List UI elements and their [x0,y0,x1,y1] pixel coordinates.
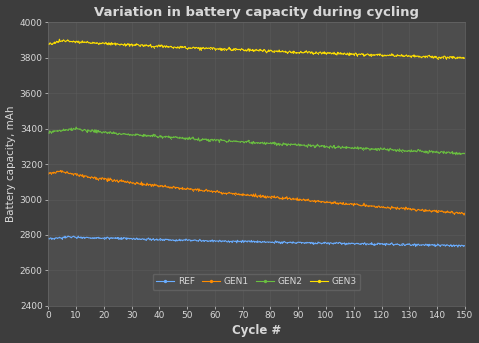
REF [153,238,159,242]
REF [46,236,51,240]
REF [324,241,330,246]
REF [292,241,297,245]
Y-axis label: Battery capacity, mAh: Battery capacity, mAh [6,106,15,222]
GEN1 [324,200,330,204]
GEN1 [120,179,125,184]
GEN3 [435,57,441,61]
GEN1 [58,168,64,173]
GEN3 [324,51,330,56]
GEN2 [292,143,297,147]
GEN1 [360,203,365,208]
REF [75,234,81,238]
REF [120,237,125,241]
Line: GEN1: GEN1 [48,170,465,215]
GEN1 [153,183,159,187]
REF [455,245,461,249]
GEN2 [153,134,159,139]
REF [235,238,240,243]
GEN1 [461,213,467,217]
GEN2 [46,131,51,135]
GEN3 [292,50,297,54]
GEN2 [453,153,459,157]
X-axis label: Cycle #: Cycle # [232,324,281,338]
GEN3 [360,52,365,57]
GEN3 [57,37,62,41]
GEN1 [292,197,297,201]
GEN2 [120,132,125,136]
GEN2 [73,125,79,129]
GEN1 [462,211,468,215]
Legend: REF, GEN1, GEN2, GEN3: REF, GEN1, GEN2, GEN3 [153,274,361,290]
Line: REF: REF [48,236,465,247]
GEN3 [153,44,159,48]
GEN3 [46,42,51,46]
GEN2 [235,139,240,143]
GEN3 [120,43,125,47]
Line: GEN2: GEN2 [48,127,465,155]
Title: Variation in battery capacity during cycling: Variation in battery capacity during cyc… [94,5,419,19]
GEN3 [462,56,468,60]
GEN1 [235,192,240,196]
GEN1 [46,172,51,176]
GEN2 [360,147,365,152]
Line: GEN3: GEN3 [48,39,465,59]
GEN2 [324,145,330,149]
REF [360,241,365,246]
GEN2 [462,151,468,155]
GEN3 [235,47,240,51]
REF [462,244,468,248]
